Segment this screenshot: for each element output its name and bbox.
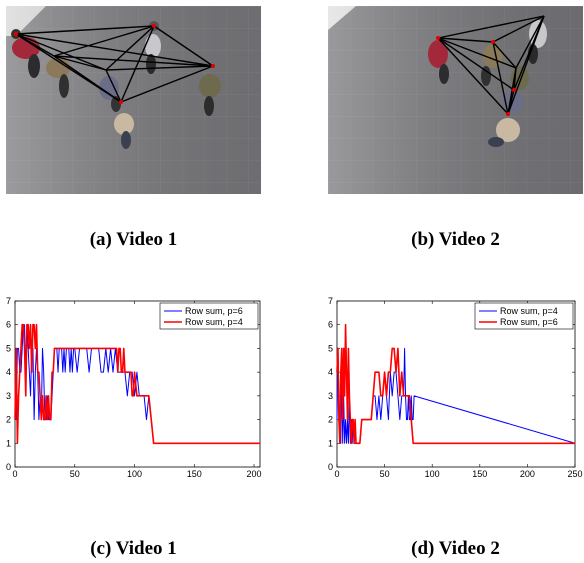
caption-a: (a) Video 1 [89, 229, 178, 250]
y-tick-label: 3 [328, 391, 333, 401]
row-sum-chart-video-1: 0 1 2 3 4 5 6 7 0 50 100 150 200 Row sum, p=6 Row sum,… [0, 285, 270, 515]
x-tick-label: 50 [70, 469, 80, 479]
x-tick-label: 200 [520, 469, 535, 479]
x-tick-label: 50 [380, 469, 390, 479]
interaction-graph [437, 15, 545, 115]
y-tick-label: 0 [6, 462, 11, 472]
y-tick-label: 3 [6, 391, 11, 401]
x-tick-label: 0 [334, 469, 339, 479]
y-tick-label: 0 [328, 462, 333, 472]
y-tick-label: 1 [328, 438, 333, 448]
y-tick-label: 5 [6, 343, 11, 353]
y-tick-label: 5 [328, 343, 333, 353]
photo-video-2 [328, 6, 583, 194]
caption-c: (c) Video 1 [90, 538, 177, 559]
legend-label-2: Row sum, p=4 [185, 317, 243, 327]
series-line-2 [336, 323, 575, 445]
y-tick-label: 4 [6, 367, 11, 377]
x-tick-label: 150 [472, 469, 487, 479]
y-tick-label: 7 [6, 296, 11, 306]
photo-video-1-scene [6, 6, 261, 194]
y-tick-label: 1 [6, 438, 11, 448]
legend [159, 302, 259, 330]
legend [474, 302, 574, 330]
y-tick-label: 4 [328, 367, 333, 377]
y-tick-label: 7 [328, 296, 333, 306]
x-tick-label: 100 [425, 469, 440, 479]
x-tick-label: 0 [12, 469, 17, 479]
row-sum-chart-video-2: 0 1 2 3 4 5 6 7 0 50 100 150 200 250 Row sum, p=4 Row s… [322, 285, 584, 515]
x-tick-label: 100 [127, 469, 142, 479]
y-tick-label: 2 [328, 415, 333, 425]
x-tick-label: 250 [567, 469, 582, 479]
series-line-2 [14, 323, 260, 445]
caption-b: (b) Video 2 [411, 229, 500, 250]
legend-label-1: Row sum, p=6 [185, 306, 243, 316]
y-tick-label: 6 [6, 320, 11, 330]
photo-video-2-scene [328, 6, 583, 194]
photo-video-1 [6, 6, 261, 194]
y-tick-label: 6 [328, 320, 333, 330]
y-tick-label: 2 [6, 415, 11, 425]
x-tick-label: 150 [187, 469, 202, 479]
caption-d: (d) Video 2 [411, 538, 500, 559]
legend-label-2: Row sum, p=6 [500, 317, 558, 327]
interaction-graph [15, 25, 214, 103]
legend-label-1: Row sum, p=4 [500, 306, 558, 316]
x-tick-label: 200 [247, 469, 262, 479]
